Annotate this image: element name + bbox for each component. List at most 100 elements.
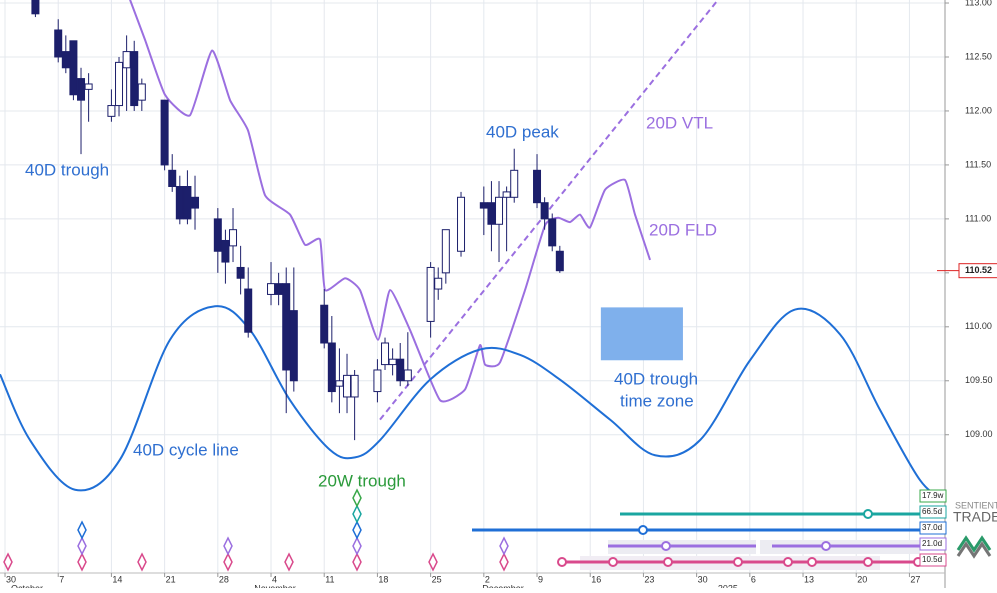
y-tick-label: 112.00 bbox=[965, 105, 992, 115]
y-tick-label: 113.00 bbox=[965, 0, 992, 7]
y-tick-label: 111.00 bbox=[965, 213, 991, 223]
candle-body bbox=[548, 218, 557, 247]
x-tick-label: 7 bbox=[59, 574, 64, 584]
y-tick-label: 112.50 bbox=[965, 51, 992, 61]
logo-text: TRADE bbox=[953, 509, 997, 525]
logo-mark bbox=[956, 535, 992, 559]
last-price-box bbox=[958, 263, 997, 279]
annotation: 20D VTL bbox=[646, 113, 713, 132]
y-tick-label: 111.50 bbox=[965, 159, 991, 169]
candle-body bbox=[160, 99, 169, 166]
annotation: 40D trough bbox=[614, 369, 698, 388]
x-tick-label: 20 bbox=[857, 574, 867, 584]
indicator-line bbox=[129, 0, 651, 403]
candle-body bbox=[61, 51, 70, 69]
candle-body bbox=[54, 29, 63, 58]
candle-body bbox=[122, 51, 131, 69]
indicator-line bbox=[0, 305, 945, 501]
cycle-label: 17.9w bbox=[922, 491, 944, 500]
candle-body bbox=[343, 374, 352, 398]
candle-body bbox=[175, 186, 184, 220]
candle-body bbox=[555, 250, 564, 272]
candle-body bbox=[244, 288, 253, 333]
candle-body bbox=[434, 277, 443, 290]
cycle-panel bbox=[3, 488, 945, 572]
candle-body bbox=[426, 266, 435, 322]
x-tick-label: 11 bbox=[325, 574, 334, 584]
candle-body bbox=[84, 83, 93, 90]
x-tick-label: 21 bbox=[166, 574, 176, 584]
candle-body bbox=[274, 283, 283, 295]
candle-body bbox=[236, 266, 245, 279]
x-tick-label: 28 bbox=[219, 574, 229, 584]
x-tick-label: 30 bbox=[698, 574, 708, 584]
candle-body bbox=[335, 380, 344, 387]
trough-diamonds bbox=[3, 488, 509, 572]
candle-body bbox=[267, 283, 276, 295]
candle-body bbox=[495, 196, 504, 225]
candle-body bbox=[502, 191, 511, 198]
candle-body bbox=[540, 202, 549, 220]
annotation: 20D FLD bbox=[649, 220, 717, 239]
cycle-dot bbox=[638, 525, 648, 535]
x-tick-label: 27 bbox=[910, 574, 920, 584]
cycle-label-box bbox=[919, 553, 947, 567]
cycle-dots bbox=[557, 557, 923, 567]
annotations: 40D trough 40D peak 20D VTL 20D FLD 40D trou… bbox=[25, 113, 717, 490]
cycle-label-box bbox=[919, 521, 947, 535]
annotation: 40D cycle line bbox=[133, 440, 239, 459]
x-tick-label: 25 bbox=[432, 574, 442, 584]
logo-text: SENTIENT bbox=[955, 500, 997, 510]
x-tick-label: 2 bbox=[485, 574, 490, 584]
x-tick-label: 16 bbox=[591, 574, 601, 584]
candle-body bbox=[320, 304, 329, 344]
candle-body bbox=[130, 51, 139, 107]
candle-body bbox=[350, 374, 359, 398]
month-label: 2025 bbox=[718, 583, 738, 588]
candle-body bbox=[115, 61, 124, 107]
x-tick-label: 9 bbox=[538, 574, 543, 584]
cycle-dot bbox=[661, 541, 671, 551]
cycle-dot bbox=[863, 509, 873, 519]
cycle-label: 10.5d bbox=[922, 555, 942, 564]
last-price-label: 110.52 bbox=[965, 265, 992, 275]
month-label: November bbox=[254, 583, 296, 588]
cycle-label-box bbox=[919, 505, 947, 519]
candle-body bbox=[510, 169, 519, 198]
annotation: 20W trough bbox=[318, 471, 406, 490]
month-label: October bbox=[11, 583, 43, 588]
cycle-label: 66.5d bbox=[922, 507, 942, 516]
candle-body bbox=[221, 239, 230, 263]
cycle-label: 21.0d bbox=[922, 539, 942, 548]
cycle-label-box bbox=[919, 489, 947, 503]
candle-body bbox=[533, 169, 542, 204]
candle-body bbox=[457, 196, 466, 252]
annotation: 40D peak bbox=[486, 122, 559, 141]
plot-area bbox=[0, 0, 945, 501]
candle-body bbox=[327, 342, 336, 393]
candle-body bbox=[31, 0, 40, 15]
x-tick-label: 6 bbox=[751, 574, 756, 584]
candle-body bbox=[487, 202, 496, 225]
month-label: December bbox=[482, 583, 524, 588]
x-tick-label: 4 bbox=[272, 574, 277, 584]
y-tick-label: 110.00 bbox=[965, 321, 992, 331]
candle-body bbox=[396, 358, 405, 382]
candle-body bbox=[191, 196, 200, 209]
candle-body bbox=[441, 229, 450, 274]
time-zone bbox=[600, 307, 683, 361]
axes: 113.00112.50112.00111.50111.00110.50110.… bbox=[4, 0, 997, 593]
x-tick-label: 23 bbox=[644, 574, 654, 584]
candle-body bbox=[107, 105, 116, 117]
candle-body bbox=[388, 358, 397, 366]
x-tick-label: 14 bbox=[112, 574, 122, 584]
annotation: 40D trough bbox=[25, 160, 109, 179]
candle-body bbox=[77, 78, 86, 101]
candle-body bbox=[282, 283, 291, 371]
candle-body bbox=[69, 40, 78, 96]
candle-body bbox=[479, 202, 488, 209]
candle-body bbox=[381, 342, 390, 366]
